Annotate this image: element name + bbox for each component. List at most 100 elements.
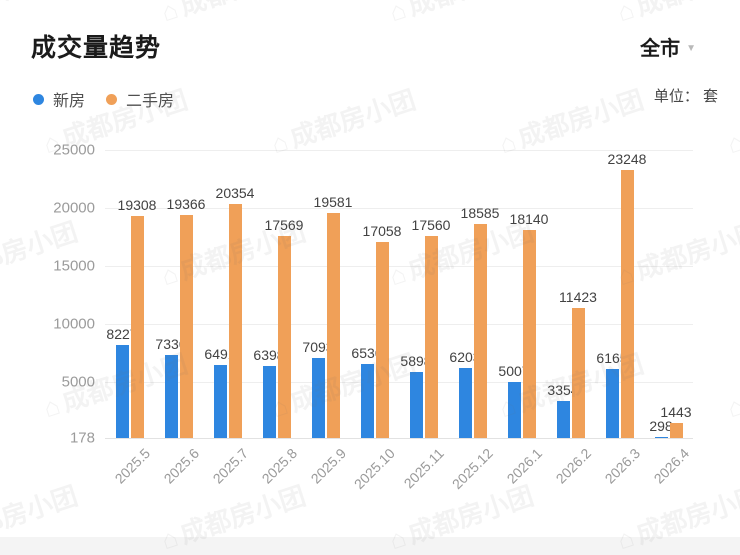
bar-wrap: 8227 xyxy=(106,326,138,438)
bar-group: 298 1443 2026.4 xyxy=(644,150,693,486)
bar-新房[interactable] xyxy=(115,344,129,438)
value-label: 17569 xyxy=(264,217,304,234)
bar-group: 6398 17569 2025.8 xyxy=(252,150,303,486)
bar-group: 6165 23248 2026.3 xyxy=(595,150,646,486)
x-axis-label: 2025.6 xyxy=(160,445,202,487)
watermark-text: 成都房小团 xyxy=(0,0,81,21)
bar-wrap: 17560 xyxy=(412,217,450,438)
bar-二手房[interactable] xyxy=(571,307,585,438)
bar-group: 7093 19581 2025.9 xyxy=(301,150,352,487)
watermark-text: 成都房小团 xyxy=(632,0,740,21)
bar-二手房[interactable] xyxy=(669,423,683,438)
legend-item-new-house[interactable]: 新房 xyxy=(33,87,85,111)
bar-wrap: 6536 xyxy=(351,345,383,438)
x-axis-label: 2025.8 xyxy=(258,445,300,487)
y-tick-label: 15000 xyxy=(53,257,95,275)
y-tick-label: 10000 xyxy=(53,315,95,333)
region-selector-label: 全市 xyxy=(640,38,681,60)
bar-pair: 6165 23248 xyxy=(596,151,646,438)
value-label: 5007 xyxy=(498,363,530,379)
value-label: 17058 xyxy=(362,223,402,240)
value-label: 6165 xyxy=(596,349,628,366)
house-icon: ⌂ xyxy=(157,0,182,28)
legend-item-second-hand[interactable]: 二手房 xyxy=(106,87,174,111)
value-label: 6536 xyxy=(351,345,383,362)
bar-wrap: 23248 xyxy=(608,151,646,438)
bar-pair: 6536 17058 xyxy=(351,223,401,438)
gridline xyxy=(105,324,693,325)
bar-wrap: 5007 xyxy=(498,363,530,438)
watermark-text: 成都房小团 xyxy=(514,84,648,154)
value-label: 19581 xyxy=(313,193,353,210)
bar-二手房[interactable] xyxy=(424,236,438,438)
legend-dot-icon xyxy=(33,93,44,105)
bar-二手房[interactable] xyxy=(375,242,389,438)
bar-wrap: 19581 xyxy=(314,194,352,438)
bar-wrap: 6203 xyxy=(449,349,481,438)
x-axis-label: 2026.3 xyxy=(601,445,643,487)
bar-二手房[interactable] xyxy=(522,229,536,438)
value-label: 5898 xyxy=(400,352,432,369)
bar-pair: 5007 18140 xyxy=(498,211,548,438)
bar-新房[interactable] xyxy=(213,364,227,438)
watermark-tile: ⌂成都房小团 xyxy=(612,0,740,29)
legend-dot-icon xyxy=(106,93,118,105)
bar-二手房[interactable] xyxy=(326,212,340,438)
bar-group: 6491 20354 2025.7 xyxy=(203,150,254,487)
y-axis: 25000 20000 15000 10000 5000 178 xyxy=(20,142,95,447)
unit-label: 单位： 套 xyxy=(653,88,718,105)
value-label: 298 xyxy=(649,417,673,434)
bar-新房[interactable] xyxy=(556,401,570,438)
x-axis-label: 2026.4 xyxy=(650,445,692,487)
y-tick-label: 5000 xyxy=(61,373,95,391)
bar-新房[interactable] xyxy=(311,357,325,438)
bar-新房[interactable] xyxy=(507,382,521,438)
bar-wrap: 5898 xyxy=(400,353,432,438)
bar-新房[interactable] xyxy=(605,368,619,438)
watermark-tile: ⌂成都房小团 xyxy=(266,80,420,161)
bar-group: 5898 17560 2025.11 xyxy=(399,150,450,491)
value-label: 6203 xyxy=(449,349,481,366)
bar-二手房[interactable] xyxy=(473,224,487,438)
bar-新房[interactable] xyxy=(360,364,374,438)
bar-wrap: 6491 xyxy=(204,346,236,438)
x-axis-label: 2026.1 xyxy=(503,445,545,487)
bar-二手房[interactable] xyxy=(277,236,291,438)
bar-新房[interactable] xyxy=(654,436,668,438)
bar-wrap: 1443 xyxy=(660,404,692,438)
value-label: 8227 xyxy=(106,325,138,342)
watermark-tile: ⌂成都房小团 xyxy=(156,0,310,29)
bar-新房[interactable] xyxy=(164,354,178,438)
value-label: 6491 xyxy=(204,345,236,362)
watermark-tile: ⌂成都房小团 xyxy=(722,80,740,161)
bar-wrap: 6165 xyxy=(596,350,628,438)
page-title: 成交量趋势 xyxy=(31,34,162,62)
value-label: 20354 xyxy=(215,184,255,201)
bar-二手房[interactable] xyxy=(228,203,242,438)
bar-新房[interactable] xyxy=(409,371,423,438)
watermark-tile: ⌂成都房小团 xyxy=(0,0,82,29)
bar-二手房[interactable] xyxy=(130,216,144,438)
bar-group: 8227 19308 2025.5 xyxy=(105,150,156,487)
region-selector[interactable]: 全市 ▼ xyxy=(640,32,696,61)
value-label: 18585 xyxy=(460,205,500,222)
bar-新房[interactable] xyxy=(458,368,472,438)
watermark-text: 成都房小团 xyxy=(404,0,537,21)
gridline xyxy=(105,266,693,267)
bar-pair: 6491 20354 xyxy=(204,185,254,438)
bar-pair: 6203 18585 xyxy=(449,205,499,438)
gridline xyxy=(105,382,693,384)
bar-新房[interactable] xyxy=(262,365,276,438)
gridline xyxy=(105,150,693,151)
value-label: 19366 xyxy=(166,196,206,213)
bar-pair: 5898 17560 xyxy=(400,217,450,438)
x-axis-label: 2025.10 xyxy=(350,445,398,493)
bar-wrap: 7093 xyxy=(302,339,334,438)
bar-pair: 6398 17569 xyxy=(253,217,303,438)
value-label: 3354 xyxy=(547,382,579,399)
bar-二手房[interactable] xyxy=(179,215,193,438)
y-tick-label: 178 xyxy=(69,429,95,447)
bar-pair: 298 1443 xyxy=(649,404,692,438)
bar-二手房[interactable] xyxy=(620,170,634,438)
bar-pair: 8227 19308 xyxy=(106,197,156,438)
